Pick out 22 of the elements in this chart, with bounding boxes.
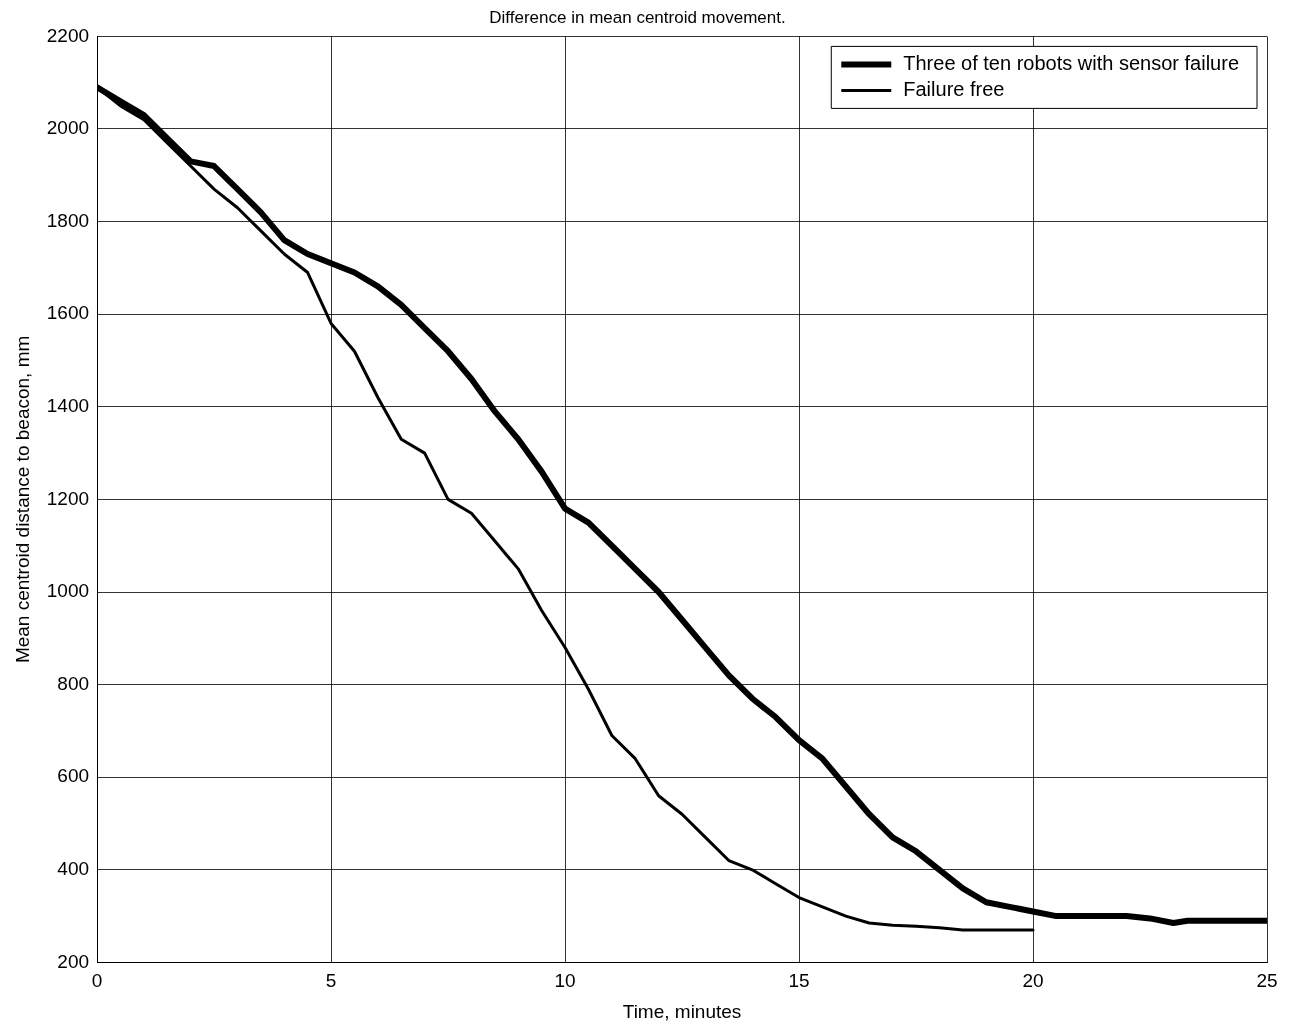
y-tick-label: 400 xyxy=(57,858,90,880)
x-tick-label: 15 xyxy=(788,970,810,992)
x-tick-label: 5 xyxy=(325,970,337,992)
y-tick-label: 600 xyxy=(57,765,90,787)
chart-title: Difference in mean centroid movement. xyxy=(489,7,786,27)
y-tick-label: 2000 xyxy=(46,117,90,139)
legend-label: Three of ten robots with sensor failure xyxy=(903,51,1240,74)
x-tick-label: 0 xyxy=(91,970,103,992)
y-tick-label: 1000 xyxy=(46,580,90,602)
x-tick-label: 10 xyxy=(554,970,576,992)
y-tick-label: 2200 xyxy=(46,24,90,46)
x-axis-title: Time, minutes xyxy=(622,1000,742,1022)
y-tick-label: 1400 xyxy=(46,395,90,417)
y-tick-label: 1600 xyxy=(46,302,90,324)
legend-label: Failure free xyxy=(903,77,1005,100)
y-tick-label: 1800 xyxy=(46,209,90,231)
x-tick-label: 25 xyxy=(1256,970,1278,992)
y-tick-label: 1200 xyxy=(46,487,90,509)
y-tick-label: 800 xyxy=(57,672,90,694)
y-axis-title: Mean centroid distance to beacon, mm xyxy=(11,335,33,664)
y-tick-label: 200 xyxy=(57,950,90,972)
x-tick-label: 20 xyxy=(1022,970,1044,992)
